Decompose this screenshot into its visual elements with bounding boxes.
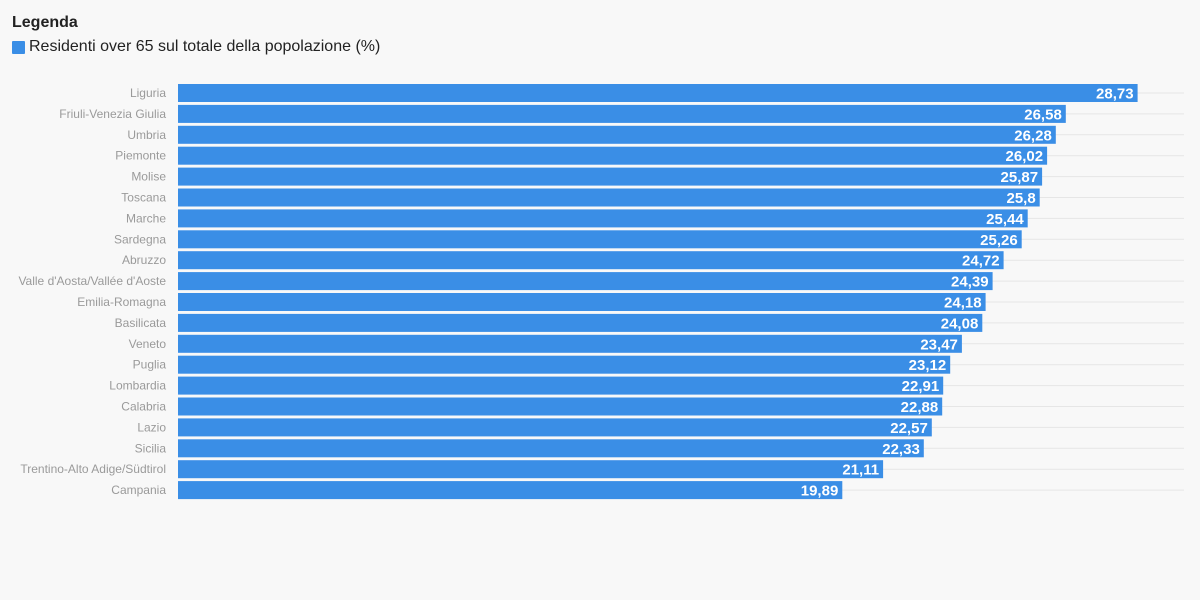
bar-3[interactable] [178,146,1048,165]
bar-1[interactable] [178,104,1066,123]
legend-label: Residenti over 65 sul totale della popol… [29,38,381,55]
bar-4[interactable] [178,167,1043,186]
bar-2[interactable] [178,125,1056,144]
category-label: Emilia-Romagna [77,295,166,309]
category-label: Veneto [129,337,167,351]
category-label: Toscana [121,191,166,205]
value-label: 22,91 [902,378,940,395]
value-label: 23,47 [920,336,958,353]
category-label: Abruzzo [122,253,166,267]
bar-8[interactable] [178,251,1004,270]
value-label: 22,88 [901,399,939,416]
bar-12[interactable] [178,334,962,353]
value-label: 28,73 [1096,86,1134,103]
bar-9[interactable] [178,272,993,291]
bar-layer [178,84,1138,500]
value-label: 26,28 [1014,127,1052,144]
category-label: Molise [131,170,166,184]
bar-6[interactable] [178,209,1028,228]
category-label: Sardegna [114,232,166,246]
value-label: 26,02 [1006,148,1044,165]
category-label: Trentino-Alto Adige/Südtirol [20,462,166,476]
value-label: 22,57 [890,420,928,437]
bar-5[interactable] [178,188,1040,207]
category-label: Lombardia [109,379,166,393]
category-label: Campania [111,483,166,497]
category-label: Sicilia [135,441,167,455]
bar-7[interactable] [178,230,1022,249]
bar-15[interactable] [178,397,943,416]
value-label: 25,87 [1001,169,1039,186]
bar-19[interactable] [178,481,843,500]
category-label: Calabria [121,400,166,414]
value-label: 24,39 [951,274,989,291]
value-label: 24,72 [962,253,1000,270]
category-label: Umbria [127,128,166,142]
category-label: Piemonte [115,149,166,163]
value-label: 19,89 [801,483,839,500]
value-label: 25,26 [980,232,1018,249]
category-label: Friuli-Venezia Giulia [59,107,166,121]
bar-17[interactable] [178,439,924,458]
value-label: 24,18 [944,295,982,312]
legend-entry: Residenti over 65 sul totale della popol… [12,36,380,58]
category-label: Liguria [130,86,166,100]
bar-18[interactable] [178,460,884,479]
value-label: 24,08 [941,315,979,332]
legend: Legenda Residenti over 65 sul totale del… [12,12,380,58]
category-label: Puglia [133,358,167,372]
value-label: 25,44 [986,211,1024,228]
legend-swatch [12,40,25,54]
value-label: 22,33 [882,441,920,458]
bar-0[interactable] [178,84,1138,102]
bar-16[interactable] [178,418,932,437]
category-label: Basilicata [115,316,167,330]
value-label: 25,8 [1006,190,1035,207]
bar-14[interactable] [178,376,944,395]
label-layer: Liguria 28,73 Friuli-Venezia Giulia 26,58 Um… [18,86,1133,500]
legend-title: Legenda [12,14,78,31]
bar-11[interactable] [178,313,983,332]
category-label: Lazio [137,420,166,434]
category-label: Valle d'Aosta/Vallée d'Aoste [18,274,166,288]
bar-13[interactable] [178,355,951,374]
value-label: 26,58 [1024,106,1062,123]
category-label: Marche [126,211,166,225]
value-label: 23,12 [909,357,947,374]
value-label: 21,11 [842,462,879,479]
bar-10[interactable] [178,293,986,311]
